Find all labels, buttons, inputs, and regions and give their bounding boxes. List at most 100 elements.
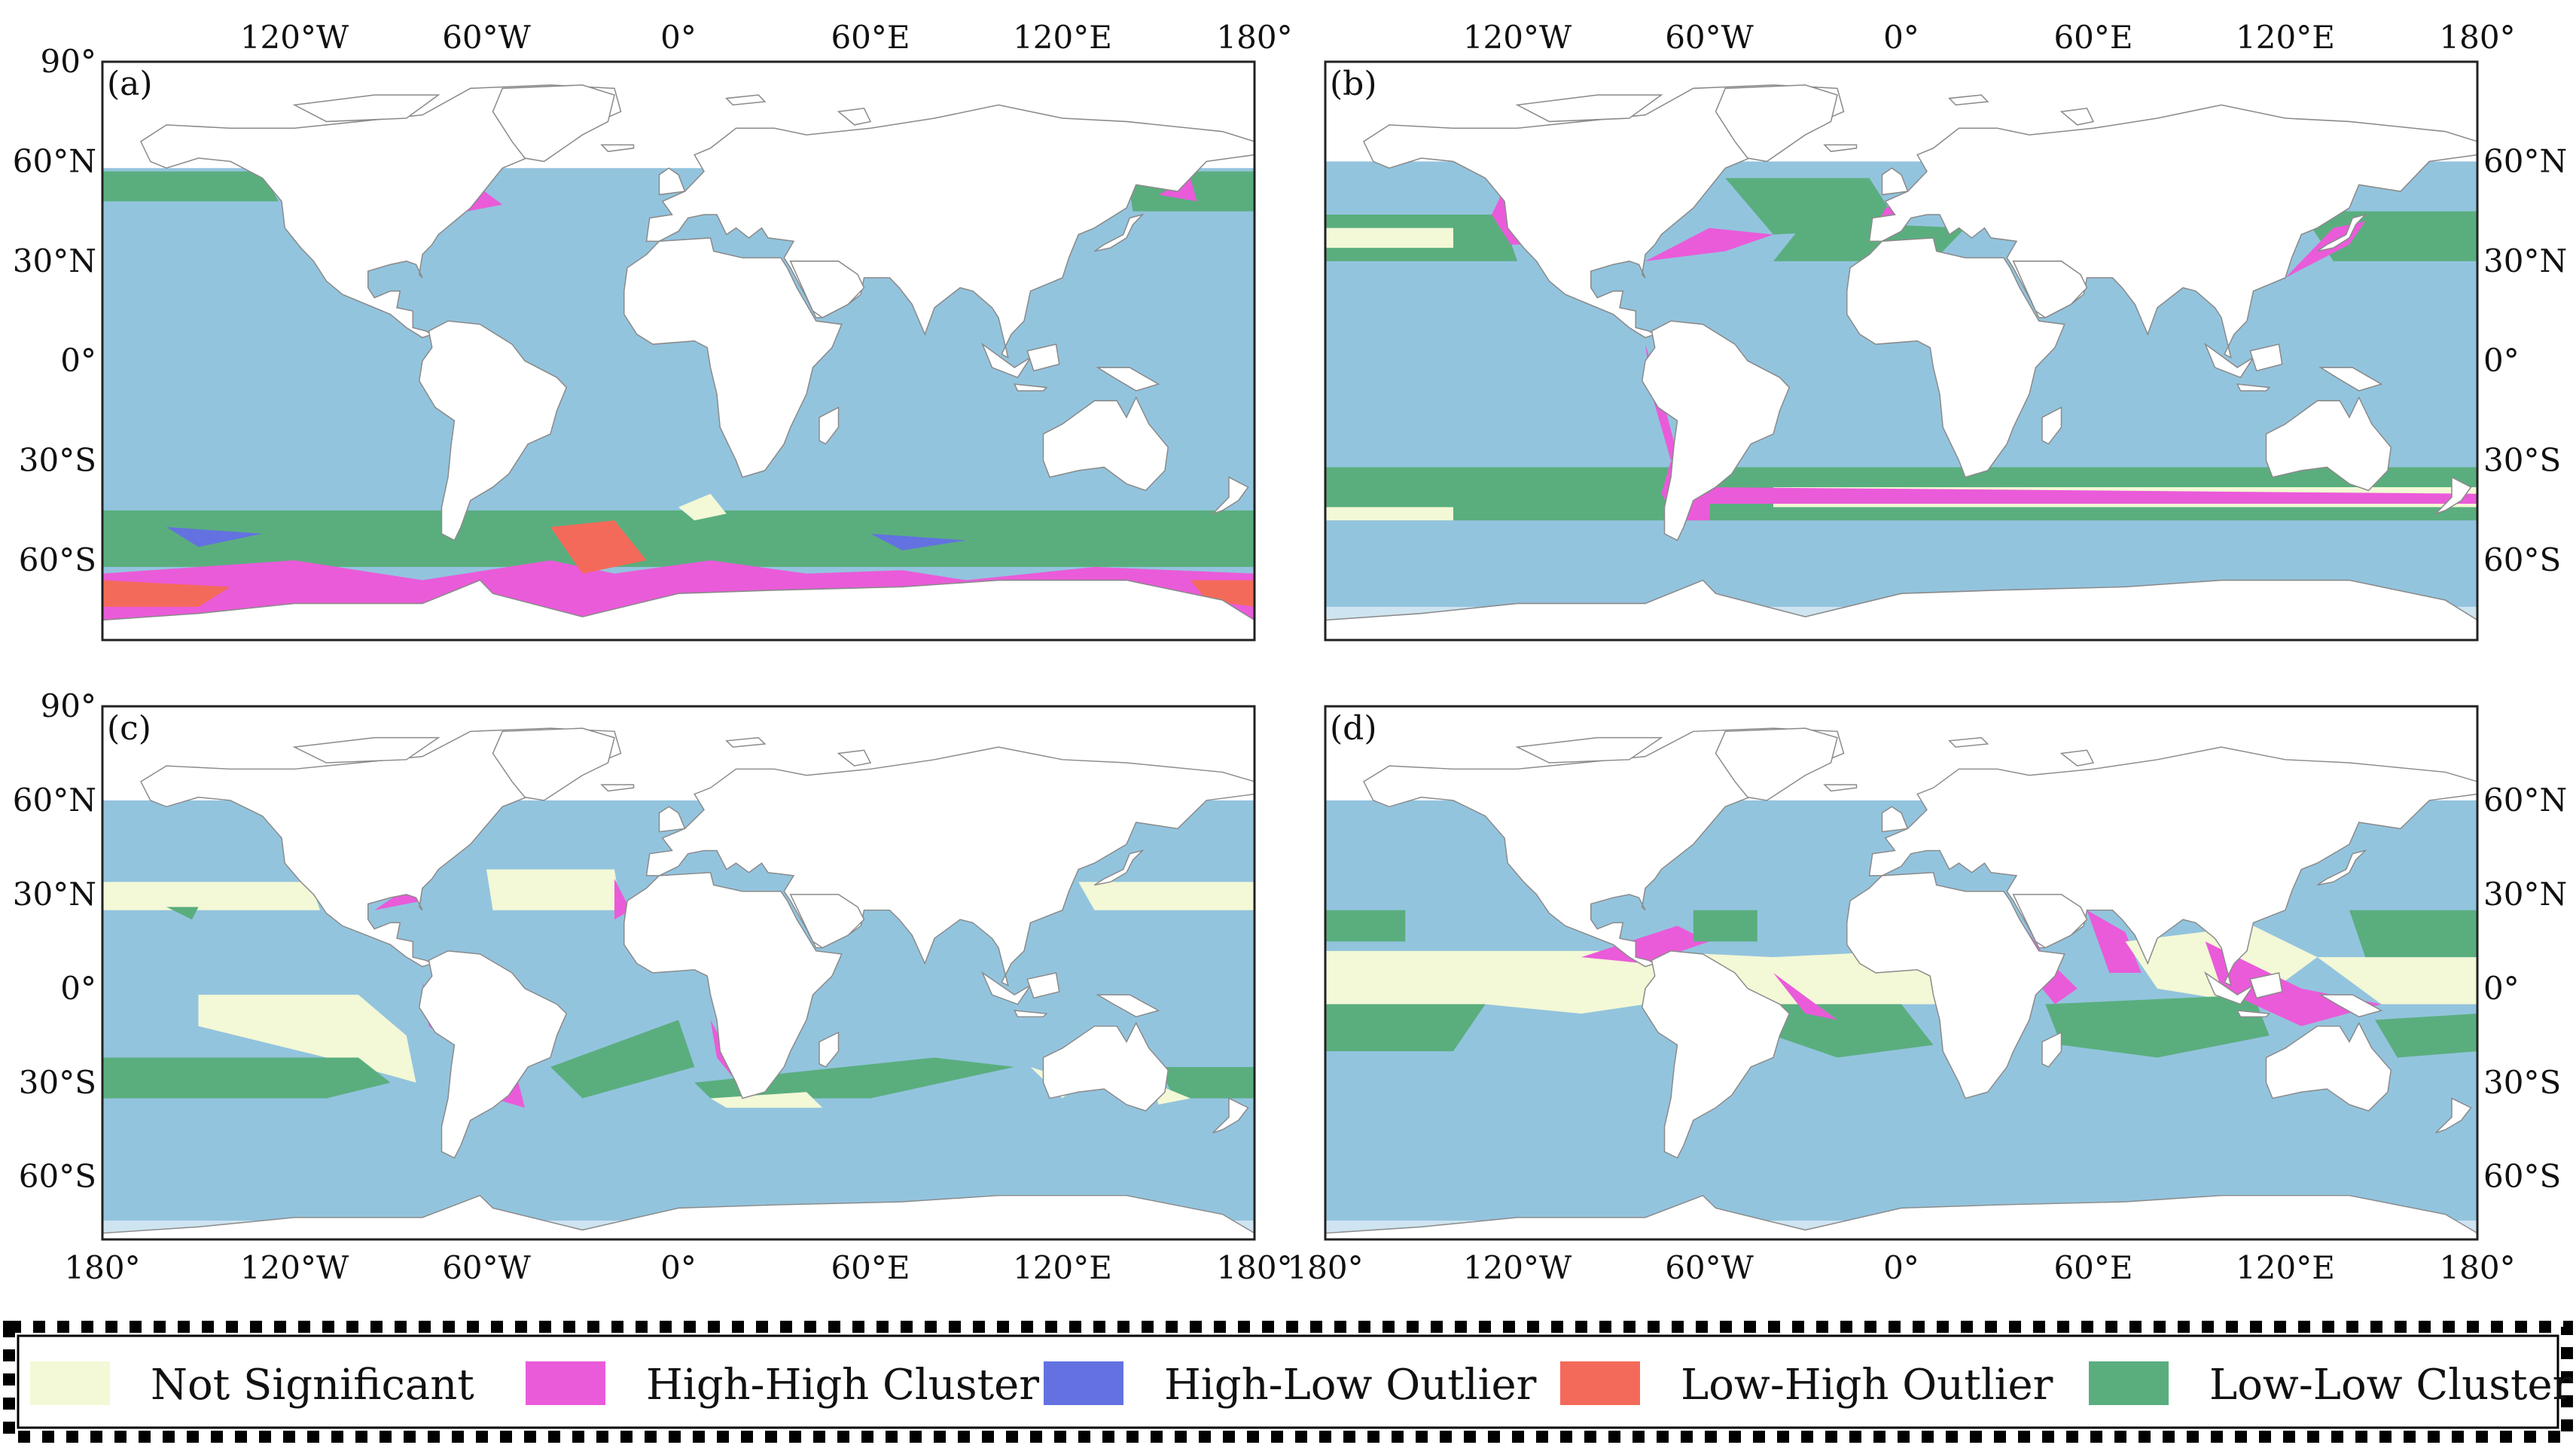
legend: Not Significant High-High Cluster High-Low… <box>3 1321 2573 1443</box>
lat-tick-label: 60°S <box>2483 1158 2561 1195</box>
lat-tick-label: 90° <box>41 43 96 80</box>
lon-tick-label: 60°E <box>831 19 910 56</box>
cluster-patch-low-low <box>102 171 279 202</box>
cluster-patch-not-significant <box>1325 227 1453 248</box>
cluster-patch-high-high <box>2013 910 2078 1004</box>
panel-frame <box>101 60 1256 642</box>
lat-tick-label: 30°N <box>2483 876 2567 913</box>
lat-tick-label: 30°S <box>2483 1064 2561 1101</box>
legend-item-high-high: High-High Cluster <box>526 1361 1039 1410</box>
cluster-patch-not-significant <box>2317 957 2477 1004</box>
lat-tick-label: 60°S <box>2483 541 2561 578</box>
legend-item-high-low: High-Low Outlier <box>1044 1361 1537 1410</box>
cluster-patch-low-low <box>102 510 1254 567</box>
cluster-patch-low-low <box>1693 910 1757 942</box>
cluster-patch-high-low <box>870 533 967 550</box>
cluster-patch-low-low <box>1725 178 1901 235</box>
lon-tick-label: 180° <box>64 1249 140 1286</box>
cluster-patch-high-high <box>1581 925 1709 964</box>
lon-tick-label: 180° <box>1216 19 1292 56</box>
lon-tick-label: 60°W <box>442 19 531 56</box>
panel-frame <box>1324 60 2479 642</box>
legend-label: Not Significant <box>151 1361 474 1410</box>
lon-tick-label: 120°E <box>1013 1249 1112 1286</box>
legend-swatch <box>30 1361 110 1405</box>
lon-tick-label: 120°W <box>240 1249 349 1286</box>
lon-tick-label: 120°E <box>2236 1249 2335 1286</box>
lat-tick-label: 60°N <box>2483 142 2567 179</box>
legend-label: High-High Cluster <box>646 1361 1039 1410</box>
map-panel-c: (c) 180° 120°W 60°W 0° 60°E 120°E 180° 90° 60°N 30… <box>13 687 1293 1286</box>
cluster-patch-not-significant <box>1325 507 1453 521</box>
cluster-patch-low-high <box>550 520 647 574</box>
lon-tick-label: 180° <box>1287 1249 1363 1286</box>
map-panels: (a) 120°W 60°W 0° 60°E 120°E 180° 90° 60°N 30°N 0°… <box>13 19 2567 1286</box>
legend-item-low-high: Low-High Outlier <box>1560 1361 2053 1410</box>
legend-item-not-significant: Not Significant <box>30 1361 474 1410</box>
panel-frame <box>1324 705 2479 1241</box>
cluster-patch-high-low <box>166 526 263 547</box>
panel-label: (c) <box>107 709 151 748</box>
map-panel-d: (d) 180° 120°W 60°W 0° 60°E 120°E 180° 60°N 30°N 0… <box>1287 705 2567 1286</box>
lat-tick-label: 60°N <box>13 782 96 819</box>
lat-tick-label: 30°S <box>19 1064 96 1101</box>
cluster-patch-low-low <box>166 907 199 920</box>
cluster-patch-low-low <box>1325 910 1406 942</box>
lat-tick-label: 0° <box>2483 342 2520 379</box>
map-panel-b: (b) 120°W 60°W 0° 60°E 120°E 180° 60°N 30°N 0° 30°… <box>1324 19 2567 642</box>
lon-tick-label: 0° <box>1883 19 1919 56</box>
lat-tick-label: 60°N <box>13 142 96 179</box>
cluster-patch-high-high <box>1773 973 1837 1020</box>
cluster-patch-not-significant <box>710 1092 823 1108</box>
cluster-patch-low-low <box>2301 211 2477 261</box>
lon-tick-label: 120°E <box>2236 19 2335 56</box>
cluster-patch-low-low <box>1158 1066 1254 1099</box>
panel-label: (a) <box>107 65 153 103</box>
lat-tick-label: 0° <box>2483 970 2520 1007</box>
lat-tick-label: 30°N <box>13 876 96 913</box>
legend-item-low-low: Low-Low Cluster <box>2089 1361 2573 1410</box>
legend-label: High-Low Outlier <box>1164 1361 1537 1410</box>
panel-label: (d) <box>1330 709 1377 748</box>
cluster-patch-low-low <box>694 1057 1015 1099</box>
lon-tick-label: 120°W <box>1463 19 1572 56</box>
cluster-patch-low-low <box>102 1057 391 1099</box>
legend-label: Low-Low Cluster <box>2209 1361 2573 1410</box>
lon-tick-label: 60°E <box>2053 1249 2132 1286</box>
cluster-patch-not-significant <box>1078 882 1254 910</box>
lat-tick-label: 0° <box>60 342 96 379</box>
lon-tick-label: 180° <box>2439 1249 2515 1286</box>
cluster-patch-high-high <box>1645 227 1773 261</box>
lon-tick-label: 60°W <box>1665 1249 1754 1286</box>
cluster-patch-not-significant <box>678 493 727 521</box>
lon-tick-label: 60°E <box>2053 19 2132 56</box>
legend-swatch <box>526 1361 605 1405</box>
lat-tick-label: 30°N <box>13 242 96 279</box>
cluster-patch-low-low <box>2375 1014 2477 1058</box>
lat-tick-label: 60°S <box>19 541 96 578</box>
lon-tick-label: 0° <box>660 19 697 56</box>
lon-tick-label: 60°W <box>1665 19 1754 56</box>
lon-tick-label: 120°W <box>1463 1249 1572 1286</box>
lat-tick-label: 30°S <box>2483 442 2561 479</box>
lon-tick-label: 180° <box>1216 1249 1292 1286</box>
lat-tick-label: 30°N <box>2483 242 2567 279</box>
lon-tick-label: 0° <box>1883 1249 1919 1286</box>
legend-swatch <box>1560 1361 1640 1405</box>
cluster-patch-low-low <box>1773 1004 1934 1058</box>
legend-swatch <box>1044 1361 1123 1405</box>
panel-label: (b) <box>1330 65 1377 103</box>
cluster-patch-high-high <box>1709 486 2477 505</box>
lat-tick-label: 90° <box>41 687 96 724</box>
lon-tick-label: 60°E <box>831 1249 910 1286</box>
lon-tick-label: 120°W <box>240 19 349 56</box>
cluster-patch-not-significant <box>486 869 621 910</box>
cluster-patch-low-low <box>550 1020 695 1099</box>
lon-tick-label: 180° <box>2439 19 2515 56</box>
lon-tick-label: 120°E <box>1013 19 1112 56</box>
lat-tick-label: 0° <box>60 970 96 1007</box>
legend-label: Low-High Outlier <box>1681 1361 2053 1410</box>
panel-frame <box>101 705 1256 1241</box>
lon-tick-label: 60°W <box>442 1249 531 1286</box>
